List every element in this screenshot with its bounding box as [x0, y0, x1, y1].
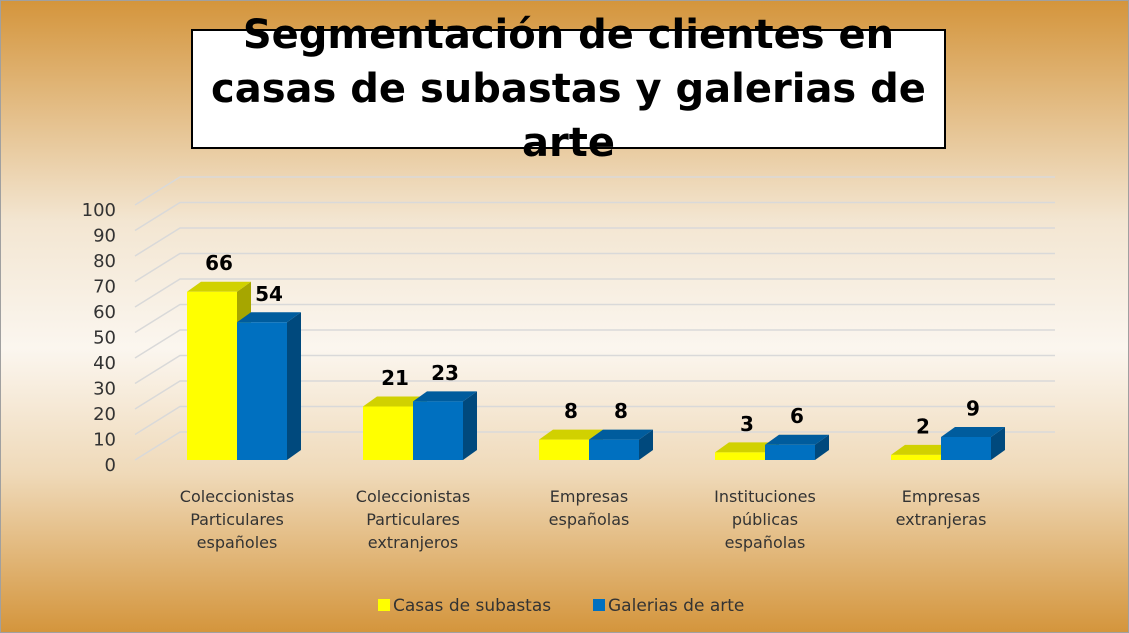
data-label: 3 [740, 412, 754, 436]
bar [941, 427, 1005, 460]
bar-top [539, 429, 603, 440]
data-label: 9 [966, 397, 980, 421]
x-tick-label: Coleccionistas Particulares extranjeros [355, 487, 471, 552]
bar-side [463, 391, 477, 460]
bar-side [287, 312, 301, 460]
grid-line [134, 278, 1055, 308]
grid-line [134, 431, 1055, 461]
y-tick-label: 100 [82, 200, 116, 221]
bar-top [187, 281, 251, 292]
y-tick-label: 20 [93, 404, 116, 425]
bar-side [991, 427, 1005, 460]
bar-top [589, 429, 653, 440]
y-tick-label: 50 [93, 328, 116, 349]
bar [237, 312, 301, 460]
data-label: 2 [916, 414, 930, 438]
legend-label: Galerias de arte [608, 596, 744, 616]
data-label: 6 [790, 404, 804, 428]
y-tick-label: 0 [105, 455, 116, 476]
grid-line [134, 176, 1055, 206]
y-tick-label: 10 [93, 430, 116, 451]
y-tick-label: 80 [93, 251, 116, 272]
data-label: 21 [381, 366, 409, 390]
bar-front [765, 444, 815, 460]
data-label: 54 [255, 282, 283, 306]
bar-front [413, 401, 463, 460]
bar-top [237, 312, 301, 323]
x-tick-label: Instituciones públicas españolas [714, 487, 816, 552]
grid-line [134, 227, 1055, 257]
legend-label: Casas de subastas [393, 596, 551, 616]
grid-line [134, 405, 1055, 436]
bar-top [941, 427, 1005, 438]
grid-line [134, 252, 1055, 283]
grid-line [134, 303, 1055, 334]
bar-top [765, 434, 829, 445]
data-label: 23 [431, 361, 459, 385]
bar-front [715, 452, 765, 460]
bar [765, 434, 829, 460]
bar [589, 429, 653, 460]
bar-top [363, 396, 427, 407]
x-tick-label: Empresas extranjeras [895, 487, 987, 529]
x-tick-label: Coleccionistas Particulares españoles [179, 487, 295, 552]
bar-side [815, 434, 829, 460]
title-box [191, 29, 946, 149]
bar-front [237, 322, 287, 460]
bar-front [363, 406, 413, 460]
legend-swatch [593, 599, 605, 611]
y-tick-label: 60 [93, 302, 116, 323]
bar-front [941, 437, 991, 460]
legend-swatch [378, 599, 390, 611]
bar-top [715, 442, 779, 453]
y-tick-label: 30 [93, 379, 116, 400]
bar-front [187, 291, 237, 460]
data-label: 66 [205, 251, 233, 275]
y-tick-label: 90 [93, 226, 116, 247]
bar-front [589, 439, 639, 460]
grid-line [134, 329, 1055, 359]
grid-line [134, 201, 1055, 232]
bar-top [413, 391, 477, 402]
bar [413, 391, 477, 460]
chart-title: Segmentación de clientes en casas de sub… [211, 12, 926, 166]
grid-line [134, 354, 1055, 385]
data-label: 8 [614, 399, 628, 423]
bar-front [539, 439, 589, 460]
x-tick-label: Empresas españolas [548, 487, 630, 529]
bar-side [639, 429, 653, 460]
bar-front [891, 454, 941, 460]
data-label: 8 [564, 399, 578, 423]
bar-top [891, 444, 955, 455]
grid-line [134, 380, 1055, 410]
y-tick-label: 40 [93, 353, 116, 374]
y-tick-label: 70 [93, 277, 116, 298]
